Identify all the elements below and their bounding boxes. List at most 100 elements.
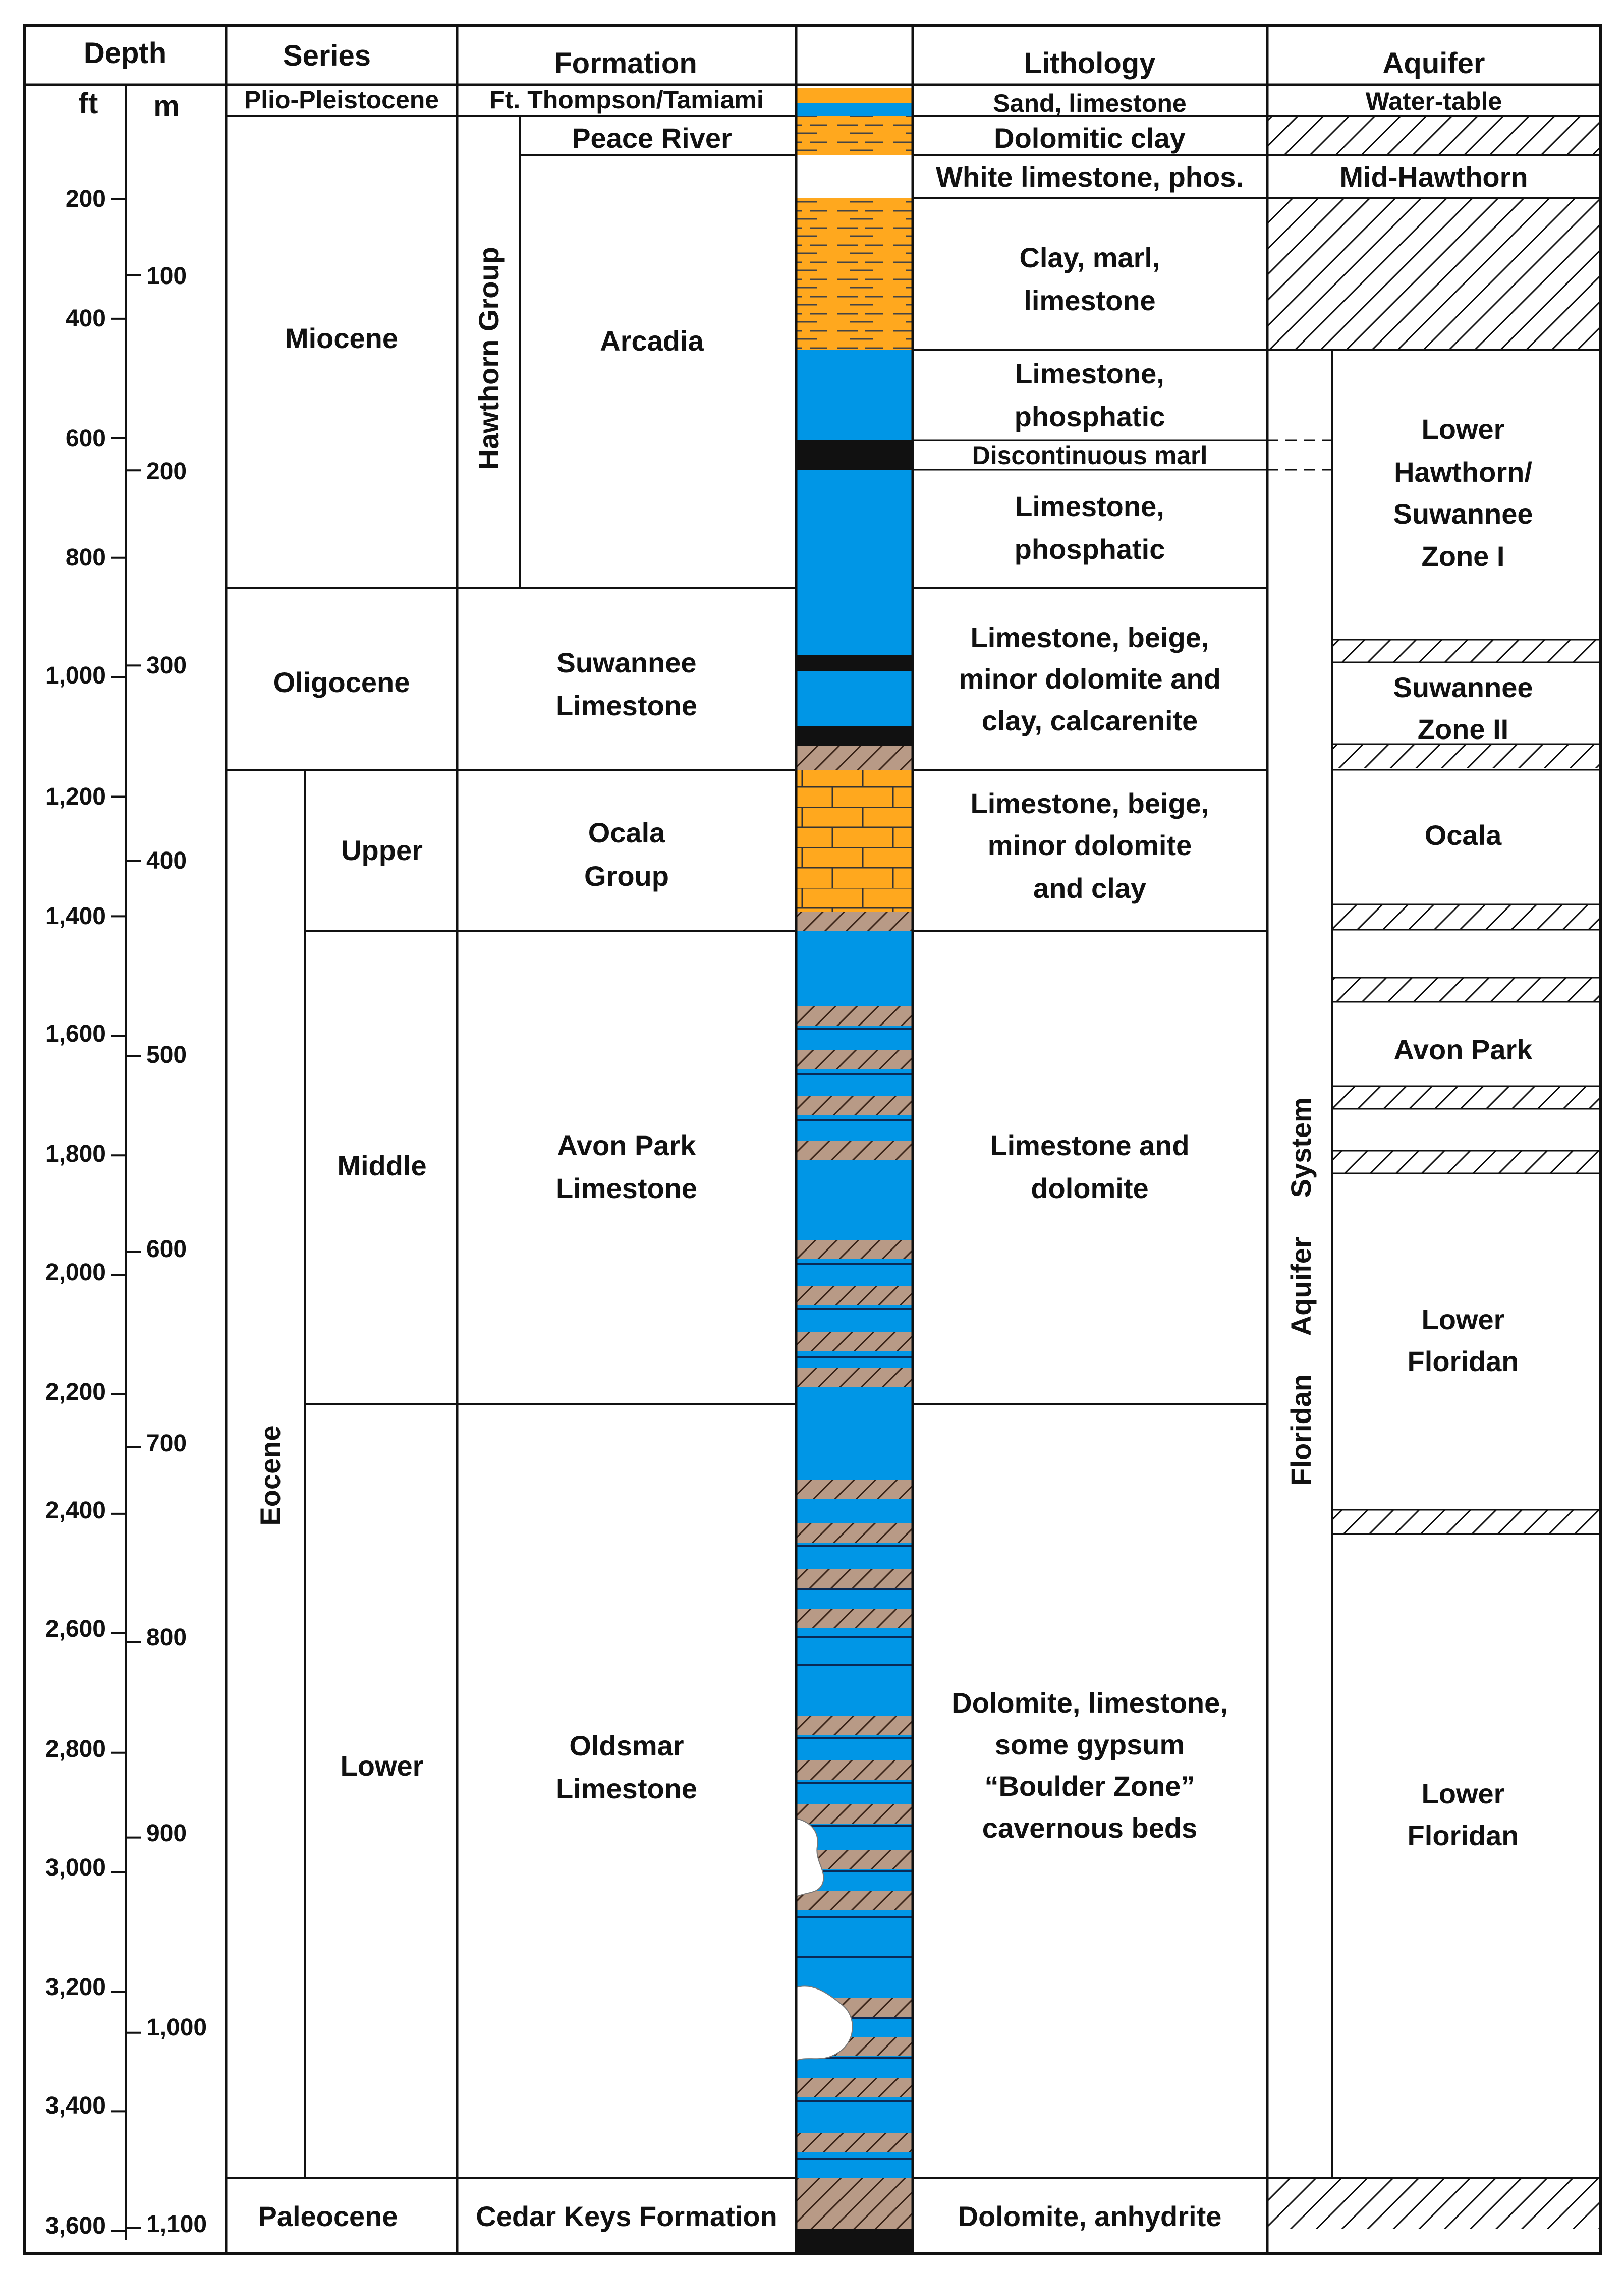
series-upper: Upper [341,834,423,866]
aquifer-sz-2: Zone II [1418,713,1508,745]
litho-suwannee-band [796,655,913,671]
formation-labels: Ft. Thompson/Tamiami Peace River Hawthor… [473,86,777,2232]
m-label-1100: 1,100 [146,2211,207,2238]
aquifer-lf2-2: Floridan [1408,1820,1519,1851]
litho-dolomite-band-2 [796,1050,913,1069]
aquifer-hatch-peace [1267,116,1600,155]
aquifer-sz-1: Suwannee [1393,671,1533,703]
ft-label-1600: 1,600 [45,1020,106,1047]
aquifer-avon-park: Avon Park [1394,1034,1533,1065]
formation-arcadia: Arcadia [600,325,704,357]
series-oligocene: Oligocene [273,666,410,698]
litho-text-sand: Sand, limestone [993,89,1186,118]
series-labels: Plio-Pleistocene Miocene Oligocene Eocen… [244,86,439,2232]
aquifer-hatch-a [1332,640,1600,662]
aquifer-lf1-2: Floridan [1408,1345,1519,1377]
formation-ocala-2: Group [584,860,669,892]
m-label-800: 800 [146,1624,187,1651]
litho-text-old-1: Dolomite, limestone, [951,1687,1228,1719]
ft-label-1200: 1,200 [45,783,106,810]
litho-dolomite-band-7 [796,1332,913,1351]
aquifer-lh-3: Suwannee [1393,498,1533,530]
aquifer-labels: Water-table Mid-Hawthorn Floridan Aquife… [1285,87,1533,1851]
ft-label-1800: 1,800 [45,1141,106,1167]
ft-label-2600: 2,600 [45,1616,106,1642]
m-label-100: 100 [146,263,187,290]
litho-text-avon-2: dolomite [1031,1172,1148,1204]
litho-text-old-2: some gypsum [995,1729,1185,1760]
litho-text-cedar: Dolomite, anhydrite [958,2200,1222,2232]
litho-dolomite-band-5 [796,1240,913,1259]
ft-ticks [111,198,126,2232]
lithology-descriptions: Sand, limestone Dolomitic clay White lim… [936,89,1244,2232]
litho-white-limestone [796,155,913,198]
litho-dolomite-band-8 [796,1368,913,1387]
series-paleocene: Paleocene [258,2200,398,2232]
litho-bottom-black [796,2229,913,2254]
aquifer-hatch-f [1332,1151,1600,1173]
litho-sand-limestone-blue [796,103,913,116]
formation-suwannee-2: Limestone [556,690,697,721]
litho-dolomite-band-9 [796,1480,913,1499]
header-lithology: Lithology [1024,47,1156,80]
litho-dolomite-band-10 [796,1523,913,1543]
litho-dolomite-band-12 [796,1609,913,1628]
litho-dolomite-band-17 [796,1891,913,1910]
litho-suwannee-band2 [796,726,913,746]
m-label-400: 400 [146,847,187,874]
litho-text-avon-1: Limestone and [990,1129,1189,1161]
ft-label-2200: 2,200 [45,1379,106,1405]
ft-label-2800: 2,800 [45,1736,106,1763]
litho-oldsmar-blue [796,1404,913,2178]
formation-peace-river: Peace River [572,122,732,154]
litho-text-suw-3: clay, calcarenite [982,705,1198,736]
ft-label-400: 400 [66,305,106,332]
litho-ocala-hatch [796,912,913,931]
series-eocene: Eocene [254,1425,286,1525]
m-label-200: 200 [146,458,187,485]
cavern-1 [796,1817,824,1898]
aquifer-lf1-1: Lower [1422,1303,1505,1335]
formation-hawthorn-group: Hawthorn Group [473,247,505,470]
m-label-600: 600 [146,1236,187,1263]
aquifer-water-table: Water-table [1366,87,1502,116]
ft-label-2000: 2,000 [45,1259,106,1286]
formation-oldsmar-2: Limestone [556,1773,697,1804]
ft-label-3600: 3,600 [45,2212,106,2239]
formation-avon-2: Limestone [556,1172,697,1204]
formation-ocala-1: Ocala [588,817,665,848]
aquifer-hatch-c [1332,904,1600,930]
cavern-2 [796,1985,853,2062]
litho-dolomitic-clay [796,116,913,155]
litho-dolomite-band-1 [796,1006,913,1026]
litho-suwannee-hatch [796,746,913,770]
m-label-500: 500 [146,1042,187,1068]
aquifer-mid-hawthorn: Mid-Hawthorn [1339,161,1528,193]
litho-dolomite-band-13 [796,1716,913,1735]
litho-dolomite-band-14 [796,1760,913,1780]
litho-dolomite-band-15 [796,1804,913,1824]
litho-text-suw-1: Limestone, beige, [971,621,1209,653]
litho-dolomite-band-21 [796,2133,913,2152]
formation-oldsmar-1: Oldsmar [569,1730,684,1761]
aquifer-lh-1: Lower [1422,413,1505,445]
aquifer-floridan-system: Floridan Aquifer System [1285,1097,1317,1486]
header-depth: Depth [84,37,166,70]
aquifer-lh-4: Zone I [1422,540,1505,572]
litho-text-old-4: cavernous beds [982,1812,1197,1844]
m-label-700: 700 [146,1430,187,1457]
water-table-label-bg [1362,88,1503,113]
litho-ocala-brick [796,770,913,912]
aquifer-hatch-b [1332,744,1600,768]
litho-text-oca-3: and clay [1033,872,1146,904]
aquifer-ocala: Ocala [1425,819,1502,851]
litho-text-lp2-1: Limestone, [1015,490,1164,522]
ft-label-800: 800 [66,544,106,571]
litho-dolomite-band-4 [796,1141,913,1160]
litho-text-dolclay: Dolomitic clay [994,122,1186,154]
litho-text-oca-2: minor dolomite [988,829,1192,861]
formation-suwannee-1: Suwannee [557,647,697,678]
m-ticks [126,274,141,2229]
ft-label-600: 600 [66,425,106,452]
